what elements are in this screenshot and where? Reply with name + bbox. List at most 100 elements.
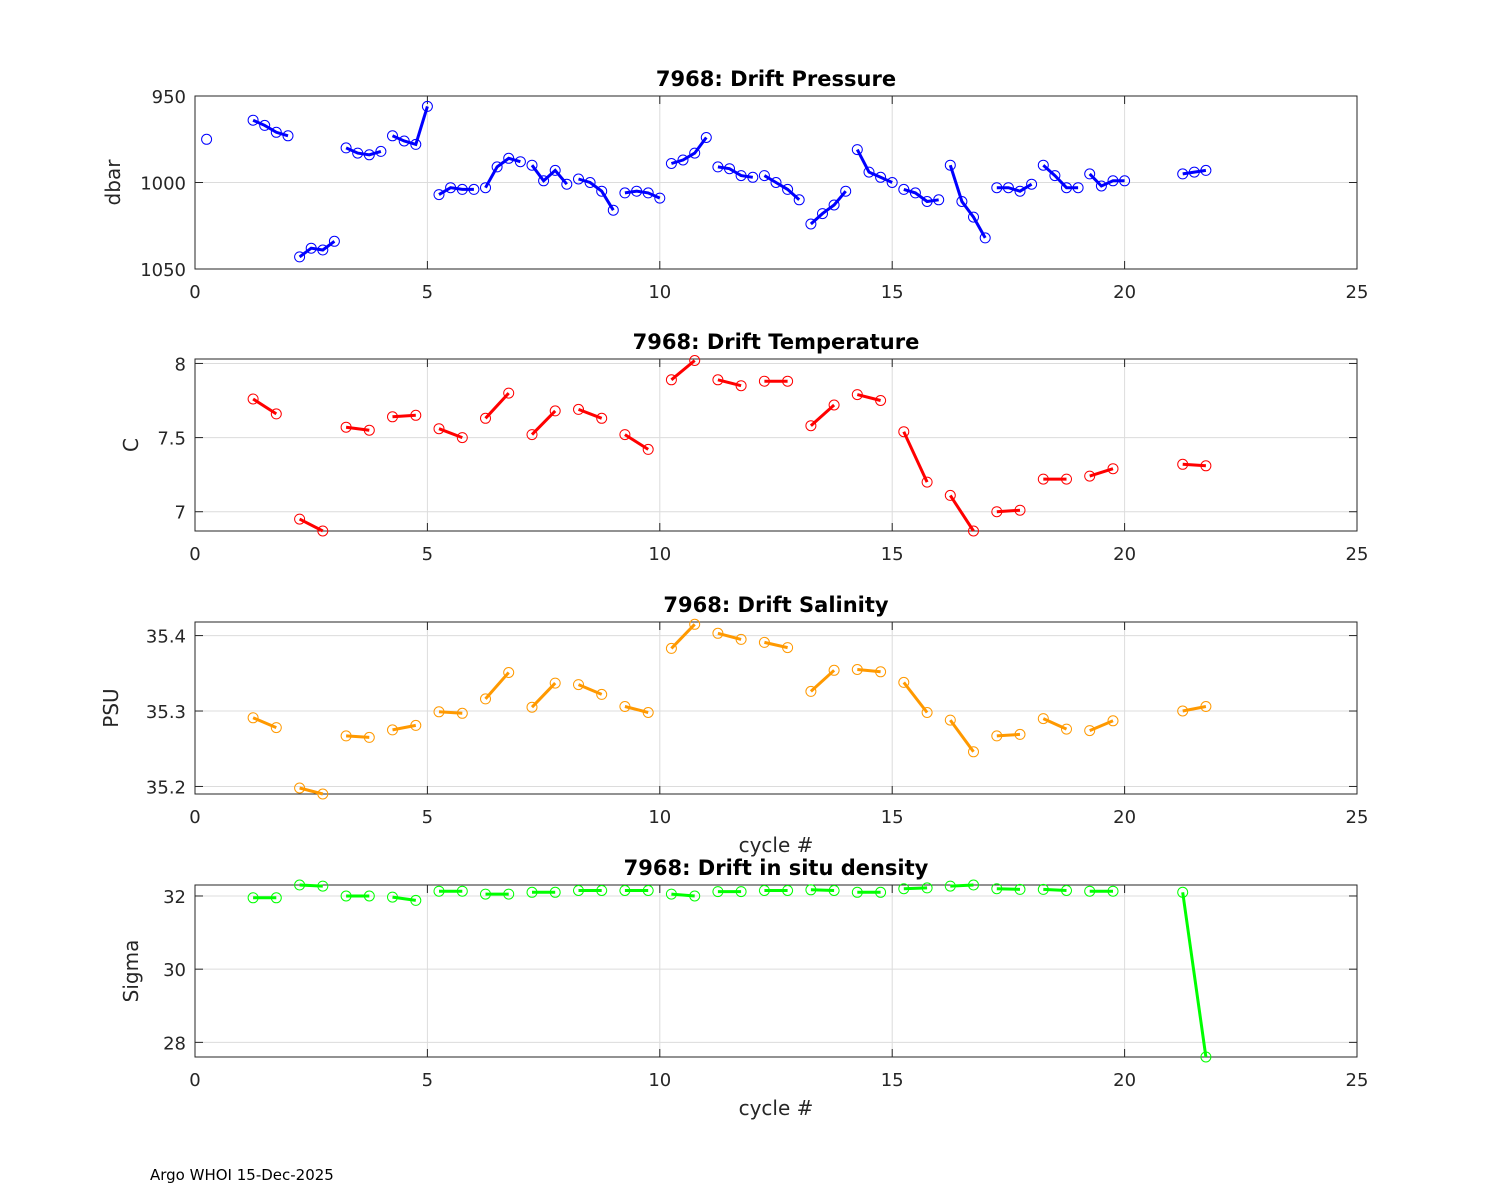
data-point [270,722,282,734]
series-line [902,681,929,714]
x-tick-label: 5 [422,1070,433,1091]
series-line [1088,172,1125,188]
data-point [573,173,584,185]
data-point [828,885,840,896]
series-line [717,165,754,179]
data-point [410,138,422,150]
plot-area [195,885,1357,1057]
plot-area [195,622,1357,794]
data-point [979,232,991,244]
data-point [944,714,956,726]
data-point [1188,166,1200,178]
series-line [996,887,1021,891]
data-point [282,130,294,142]
y-axis-label: PSU [99,688,123,727]
data-point [294,782,306,794]
data-point [921,196,933,207]
series-line [345,146,382,157]
data-point [340,730,352,742]
data-point [840,185,852,197]
data-point [619,429,631,441]
series-line [1089,467,1114,478]
series-line [624,705,649,714]
data-point [968,525,979,537]
data-point [445,182,457,194]
data-point [1014,728,1026,740]
series-line [624,189,661,200]
data-point [247,114,259,126]
data-point [654,192,666,204]
axes-frame [194,621,1358,795]
data-point [270,892,282,904]
data-point [851,389,863,401]
x-tick-label: 5 [422,544,433,565]
data-point [270,408,282,420]
data-point [1037,883,1049,895]
data-point [596,688,608,700]
data-point [782,642,794,654]
data-point [317,788,329,800]
data-point [480,182,491,194]
series-line [903,187,939,204]
data-point [1200,460,1212,472]
data-point [573,403,584,415]
series-line [950,883,974,888]
data-point [1107,885,1119,897]
series-line [948,164,987,239]
data-point [375,145,387,157]
data-point [398,135,410,147]
data-point [1095,180,1107,192]
data-point [793,194,805,206]
axes-frame [194,358,1358,532]
data-point [805,685,817,697]
data-point [456,707,468,719]
y-tick-label: 7.5 [157,429,186,450]
data-point [1177,458,1189,470]
data-point [991,730,1003,742]
data-point [758,375,770,387]
data-point [1177,886,1189,898]
chart-panel-2: 0 5 10 15 20 25 7 7.5 8 7968: Drift Temperature C [119,330,1368,565]
data-point [480,693,491,705]
data-point [584,177,596,188]
data-point [921,476,933,488]
data-point [805,420,817,432]
series-line [996,508,1021,514]
data-point [851,664,863,675]
series-line [530,409,557,436]
y-tick-label: 1000 [140,174,186,195]
chart-panel-3: 0 5 10 15 20 25 35.2 35.3 35.4 7968: Drift Salini… [99,593,1368,857]
data-point [352,147,364,159]
data-point [596,185,608,197]
data-point [1061,182,1072,194]
data-point [642,443,654,455]
data-point [363,890,375,902]
data-point [259,119,271,131]
series-line [902,431,929,483]
data-point [514,156,526,168]
x-tick-label: 0 [189,807,200,828]
data-point [340,890,352,902]
series-line [855,148,893,184]
data-point [898,183,910,195]
data-point [875,886,887,898]
series-line [391,105,429,147]
series-line [763,174,801,201]
data-point [1072,182,1084,194]
data-point [1107,463,1119,475]
series-line [996,732,1021,738]
data-point [549,677,561,689]
data-point [328,235,340,247]
series-line [438,710,463,715]
data-point [549,405,561,417]
series-line [484,156,521,189]
data-point [456,183,468,195]
series-line [1042,164,1079,190]
series-line [484,392,510,420]
series-line [577,407,603,420]
data-point [886,177,898,188]
x-tick-label: 5 [422,282,433,303]
series-line [1043,887,1067,892]
data-point [735,633,747,645]
y-axis-label: C [119,438,143,452]
